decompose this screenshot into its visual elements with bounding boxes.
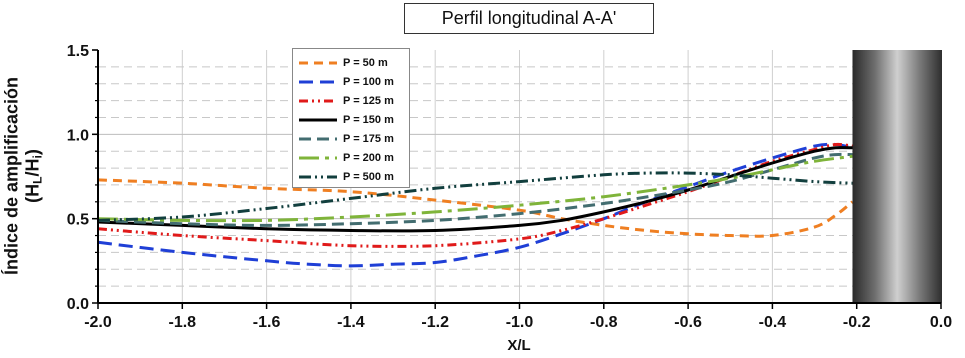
legend-swatch: [299, 61, 337, 64]
y-tick-label: 1.5: [67, 43, 89, 60]
legend-swatch: [299, 118, 337, 121]
legend-label: P = 100 m: [343, 75, 394, 88]
y-axis-label-main: Índice de amplificación: [1, 76, 22, 276]
series-line-100m: [97, 142, 853, 268]
x-tick-label: 0.0: [930, 314, 952, 331]
x-tick-label: -2.0: [84, 314, 112, 331]
x-tick-label: -0.4: [759, 314, 787, 331]
x-tick-label: -1.0: [506, 314, 534, 331]
legend-item: P = 500 m: [297, 167, 405, 186]
x-tick-label: -0.8: [590, 314, 618, 331]
legend-label: P = 150 m: [343, 113, 394, 126]
x-tick-label: -1.8: [169, 314, 197, 331]
legend: P = 50 m P = 100 m P = 125 m P = 150 m P = 1…: [292, 48, 410, 188]
chart-title: Perfil longitudinal A-A': [404, 3, 654, 34]
legend-item: P = 125 m: [297, 91, 405, 110]
legend-item: P = 100 m: [297, 72, 405, 91]
series-line-50m: [97, 178, 854, 238]
series-line-500m: [97, 171, 853, 222]
legend-item: P = 175 m: [297, 129, 405, 148]
y-tick-label: 0.0: [67, 296, 89, 313]
y-axis-label: Índice de amplificación (HL/Hi): [2, 77, 49, 275]
series-line-125m: [97, 142, 853, 248]
series-layer: [97, 142, 854, 268]
x-axis-label: X/L: [507, 337, 531, 354]
legend-item: P = 150 m: [297, 110, 405, 129]
legend-label: P = 50 m: [343, 56, 388, 69]
x-tick-label: -1.6: [253, 314, 281, 331]
legend-swatch: [299, 80, 337, 83]
series-line-150m: [97, 146, 853, 233]
legend-label: P = 175 m: [343, 132, 394, 145]
x-tick-label: -1.4: [337, 314, 365, 331]
series-line-200m: [97, 154, 853, 223]
series-line-175m: [97, 152, 853, 227]
legend-swatch: [299, 99, 337, 102]
legend-item: P = 200 m: [297, 148, 405, 167]
legend-label: P = 500 m: [343, 170, 394, 183]
legend-item: P = 50 m: [297, 53, 405, 72]
legend-label: P = 125 m: [343, 94, 394, 107]
legend-swatch: [299, 175, 337, 178]
tick-labels: -2.0 -1.8 -1.6 -1.4 -1.2 -1.0 -0.8 -0.6 -0.4 -0.2…: [67, 43, 952, 331]
legend-swatch: [299, 137, 337, 140]
x-tick-label: -0.2: [843, 314, 871, 331]
y-tick-label: 0.5: [67, 212, 89, 229]
y-axis-label-ratio: (HL/Hi): [22, 149, 45, 203]
legend-label: P = 200 m: [343, 151, 394, 164]
y-tick-label: 1.0: [67, 127, 89, 144]
wall-structure: [852, 50, 942, 303]
x-tick-label: -0.6: [674, 314, 702, 331]
legend-swatch: [299, 156, 337, 159]
x-tick-label: -1.2: [421, 314, 449, 331]
grid-lines: [97, 50, 942, 303]
tick-marks: [92, 49, 942, 309]
